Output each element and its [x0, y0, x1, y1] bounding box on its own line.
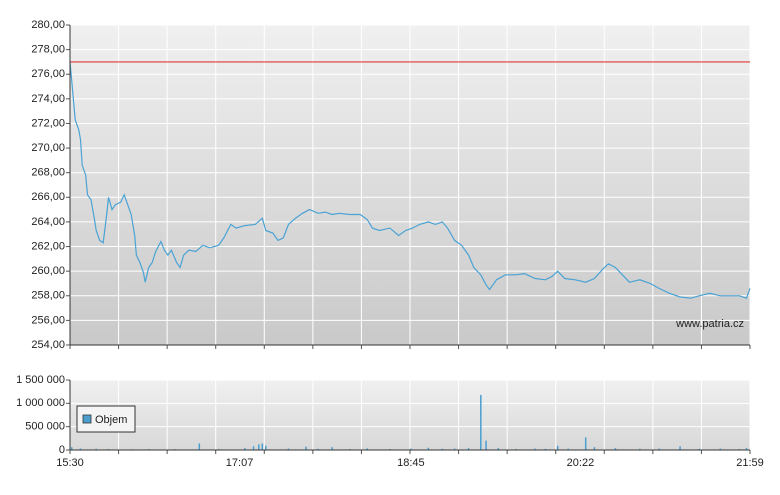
volume-bar — [719, 448, 722, 450]
watermark: www.patria.cz — [675, 318, 744, 330]
volume-bar — [331, 447, 333, 450]
y-tick-label: 264,00 — [31, 216, 65, 228]
volume-bar — [366, 448, 368, 450]
y-tick-label: 256,00 — [31, 314, 65, 326]
volume-bar — [410, 448, 412, 450]
x-tick-label: 21:59 — [736, 457, 764, 469]
y-tick-label: 260,00 — [31, 265, 65, 277]
volume-bar — [639, 448, 641, 450]
volume-bar — [441, 448, 444, 450]
x-tick-label: 18:45 — [397, 457, 425, 469]
x-tick-label: 20:22 — [567, 457, 595, 469]
volume-bar — [658, 448, 660, 450]
volume-bar — [244, 448, 246, 450]
y-tick-label: 254,00 — [31, 339, 65, 351]
volume-bar — [556, 445, 559, 450]
volume-bar — [70, 447, 73, 450]
volume-bar — [485, 440, 487, 450]
volume-bar — [265, 445, 267, 450]
y-tick-label: 280,00 — [31, 19, 65, 31]
volume-bar — [305, 446, 307, 450]
y-tick-label: 274,00 — [31, 93, 65, 105]
price-line — [69, 61, 751, 299]
x-tick-label: 15:30 — [56, 457, 84, 469]
y-tick-label: 272,00 — [31, 117, 65, 129]
y-tick-label: 1 000 000 — [16, 397, 65, 409]
volume-bar — [534, 448, 536, 450]
volume-bar — [679, 446, 681, 450]
y-tick-label: 500 000 — [25, 421, 65, 433]
volume-bar — [427, 447, 430, 450]
volume-bar — [198, 443, 201, 450]
y-tick-label: 278,00 — [31, 44, 65, 56]
volume-bar — [287, 448, 290, 450]
volume-bar — [497, 448, 500, 450]
y-tick-label: 1 500 000 — [16, 374, 65, 386]
volume-bar — [258, 444, 260, 450]
volume-bar — [453, 448, 456, 450]
volume-bar — [745, 448, 748, 450]
volume-bar — [544, 448, 547, 450]
volume-bar — [584, 437, 587, 450]
legend-swatch — [82, 414, 92, 424]
y-tick-label: 262,00 — [31, 240, 65, 252]
legend-label: Objem — [95, 414, 127, 426]
y-tick-label: 276,00 — [31, 68, 65, 80]
volume-bar — [480, 394, 482, 450]
y-tick-label: 258,00 — [31, 290, 65, 302]
volume-bar — [317, 448, 319, 450]
volume-bar — [261, 443, 264, 450]
volume-bar — [614, 448, 617, 450]
volume-bar — [567, 448, 569, 450]
volume-bar — [79, 448, 82, 450]
y-tick-label: 0 — [59, 444, 65, 456]
volume-bar — [252, 446, 255, 450]
volume-bar — [467, 448, 470, 450]
volume-bar — [95, 448, 97, 450]
y-tick-label: 270,00 — [31, 142, 65, 154]
volume-bar — [593, 447, 596, 450]
volume-bar — [698, 448, 701, 450]
y-tick-label: 266,00 — [31, 191, 65, 203]
y-tick-label: 268,00 — [31, 167, 65, 179]
x-tick-label: 17:07 — [226, 457, 254, 469]
